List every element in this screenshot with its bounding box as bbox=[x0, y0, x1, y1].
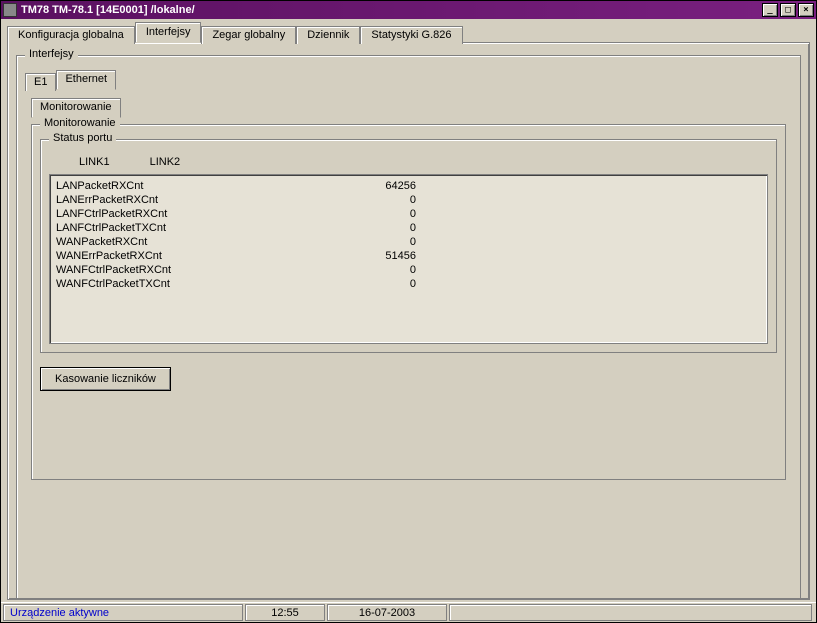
tab-e1[interactable]: E1 bbox=[25, 73, 56, 91]
counter-row: LANFCtrlPacketTXCnt0 bbox=[56, 221, 761, 235]
counter-row: LANPacketRXCnt64256 bbox=[56, 179, 761, 193]
counter-name: WANFCtrlPacketRXCnt bbox=[56, 263, 336, 277]
counter-value: 0 bbox=[336, 235, 416, 249]
counter-name: WANPacketRXCnt bbox=[56, 235, 336, 249]
interfejsy-legend: Interfejsy bbox=[25, 48, 78, 60]
status-fill bbox=[449, 604, 812, 621]
tab-monitorowanie[interactable]: Monitorowanie bbox=[31, 98, 121, 118]
window-title: TM78 TM-78.1 [14E0001] /lokalne/ bbox=[21, 4, 762, 16]
main-tabpage: Interfejsy E1 Ethernet Monitorowanie bbox=[7, 42, 810, 600]
tab-konfiguracja-globalna[interactable]: Konfiguracja globalna bbox=[7, 26, 135, 44]
mon-subtabs: Monitorowanie bbox=[31, 98, 786, 118]
counter-row: WANPacketRXCnt0 bbox=[56, 235, 761, 249]
counter-name: WANFCtrlPacketTXCnt bbox=[56, 277, 336, 291]
tab-statystyki-g826[interactable]: Statystyki G.826 bbox=[360, 26, 462, 44]
iface-subtabs: E1 Ethernet bbox=[25, 70, 792, 90]
status-portu-legend: Status portu bbox=[49, 132, 116, 144]
counter-name: LANFCtrlPacketRXCnt bbox=[56, 207, 336, 221]
counter-value: 51456 bbox=[336, 249, 416, 263]
spacer bbox=[40, 391, 777, 471]
status-portu-groupbox: Status portu LINK1 LINK2 LANPacketRXCnt6… bbox=[40, 139, 777, 353]
main-tabstrip: Konfiguracja globalna Interfejsy Zegar g… bbox=[7, 23, 810, 43]
tab-zegar-globalny[interactable]: Zegar globalny bbox=[201, 26, 296, 44]
counter-value: 0 bbox=[336, 277, 416, 291]
counter-value: 0 bbox=[336, 193, 416, 207]
counter-row: WANErrPacketRXCnt51456 bbox=[56, 249, 761, 263]
counter-name: LANPacketRXCnt bbox=[56, 179, 336, 193]
counters-panel: LANPacketRXCnt64256 LANErrPacketRXCnt0 L… bbox=[49, 174, 768, 344]
counter-name: LANErrPacketRXCnt bbox=[56, 193, 336, 207]
tab-ethernet[interactable]: Ethernet bbox=[56, 70, 116, 90]
counter-value: 64256 bbox=[336, 179, 416, 193]
mon-tabstrip: Monitorowanie bbox=[31, 98, 786, 118]
counter-value: 0 bbox=[336, 221, 416, 235]
status-date: 16-07-2003 bbox=[327, 604, 447, 621]
app-icon bbox=[3, 3, 17, 17]
counter-name: WANErrPacketRXCnt bbox=[56, 249, 336, 263]
counter-row: WANFCtrlPacketTXCnt0 bbox=[56, 277, 761, 291]
link-headers: LINK1 LINK2 bbox=[49, 150, 768, 174]
monitorowanie-groupbox: Monitorowanie Status portu LINK1 LINK2 L… bbox=[31, 124, 786, 480]
app-window: TM78 TM-78.1 [14E0001] /lokalne/ _ □ × K… bbox=[0, 0, 817, 623]
counter-value: 0 bbox=[336, 207, 416, 221]
titlebar: TM78 TM-78.1 [14E0001] /lokalne/ _ □ × bbox=[1, 1, 816, 19]
tab-interfejsy[interactable]: Interfejsy bbox=[135, 22, 202, 43]
counter-name: LANFCtrlPacketTXCnt bbox=[56, 221, 336, 235]
iface-tabstrip: E1 Ethernet bbox=[25, 70, 792, 90]
counter-value: 0 bbox=[336, 263, 416, 277]
counter-row: LANErrPacketRXCnt0 bbox=[56, 193, 761, 207]
link2-header: LINK2 bbox=[150, 156, 181, 168]
monitorowanie-legend: Monitorowanie bbox=[40, 117, 120, 129]
maximize-button[interactable]: □ bbox=[780, 3, 796, 17]
statusbar: Urządzenie aktywne 12:55 16-07-2003 bbox=[1, 602, 816, 622]
tab-dziennik[interactable]: Dziennik bbox=[296, 26, 360, 44]
ethernet-page: Monitorowanie Monitorowanie Status portu… bbox=[25, 90, 792, 490]
client-area: Konfiguracja globalna Interfejsy Zegar g… bbox=[1, 19, 816, 602]
status-time: 12:55 bbox=[245, 604, 325, 621]
clear-counters-button[interactable]: Kasowanie liczników bbox=[40, 367, 171, 391]
close-button[interactable]: × bbox=[798, 3, 814, 17]
counter-row: WANFCtrlPacketRXCnt0 bbox=[56, 263, 761, 277]
interfejsy-groupbox: Interfejsy E1 Ethernet Monitorowanie bbox=[16, 55, 801, 599]
counter-row: LANFCtrlPacketRXCnt0 bbox=[56, 207, 761, 221]
status-device: Urządzenie aktywne bbox=[3, 604, 243, 621]
window-controls: _ □ × bbox=[762, 3, 814, 17]
minimize-button[interactable]: _ bbox=[762, 3, 778, 17]
link1-header: LINK1 bbox=[79, 156, 110, 168]
